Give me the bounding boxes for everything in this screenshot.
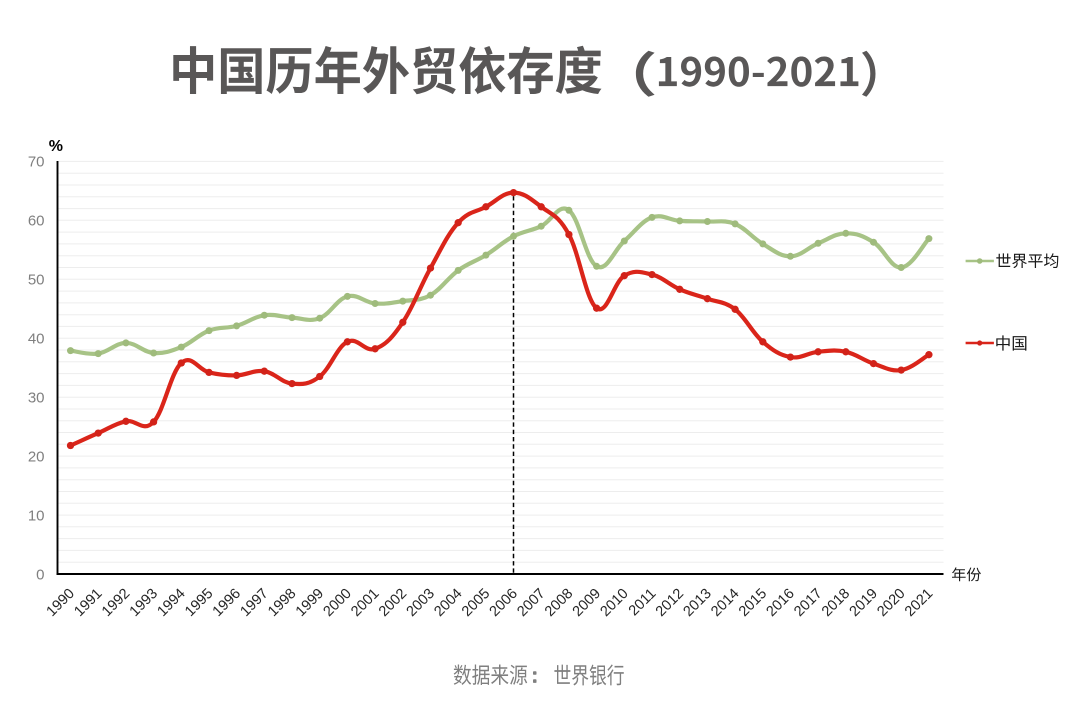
svg-text:10: 10 [28, 507, 45, 524]
svg-text:70: 70 [28, 154, 45, 171]
svg-text:%: % [49, 138, 63, 155]
svg-text:0: 0 [36, 566, 44, 583]
svg-text:60: 60 [28, 213, 45, 230]
svg-text:50: 50 [28, 272, 45, 289]
svg-text:30: 30 [28, 390, 45, 407]
svg-text:20: 20 [28, 448, 45, 465]
svg-text:40: 40 [28, 331, 45, 348]
